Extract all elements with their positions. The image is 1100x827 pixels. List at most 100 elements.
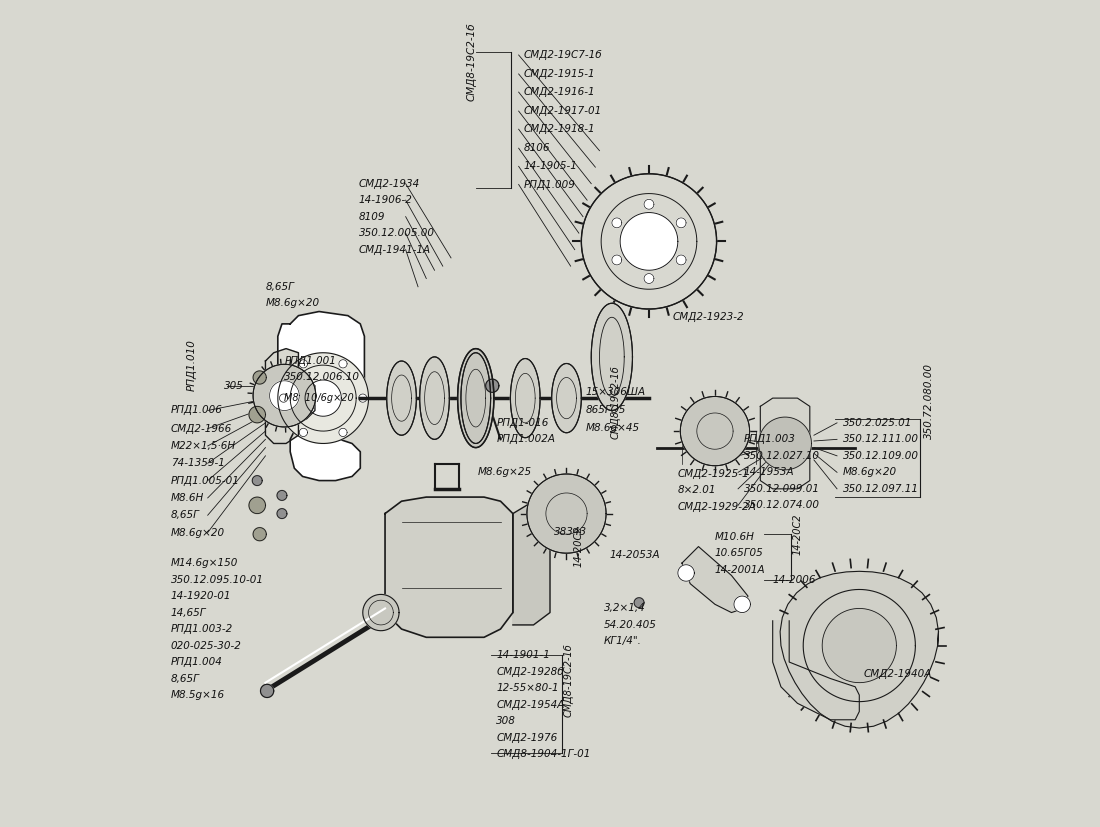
Text: РПД1.010: РПД1.010 <box>186 339 196 391</box>
Text: 020-025-30-2: 020-025-30-2 <box>170 641 242 651</box>
Polygon shape <box>510 359 540 437</box>
Polygon shape <box>458 349 494 447</box>
Text: 14-2001А: 14-2001А <box>715 565 766 575</box>
Text: 8106: 8106 <box>524 143 550 153</box>
Text: 14-1905-1: 14-1905-1 <box>524 161 578 171</box>
Text: РПД1-016: РПД1-016 <box>496 418 549 428</box>
Polygon shape <box>591 304 632 410</box>
Text: 350.72.080.00: 350.72.080.00 <box>924 363 934 439</box>
Text: РПД1.002А: РПД1.002А <box>496 434 556 444</box>
Polygon shape <box>644 274 653 284</box>
Polygon shape <box>678 565 694 581</box>
Text: 14-1920-01: 14-1920-01 <box>170 591 231 601</box>
Polygon shape <box>339 360 348 368</box>
Polygon shape <box>261 684 274 697</box>
Polygon shape <box>461 353 491 443</box>
Polygon shape <box>252 476 262 485</box>
Polygon shape <box>676 255 686 265</box>
Text: М8  10/6g×20: М8 10/6g×20 <box>285 393 354 403</box>
Text: СМД-1941-1А: СМД-1941-1А <box>359 245 431 255</box>
Text: СМД2-1918-1: СМД2-1918-1 <box>524 124 595 134</box>
Text: СМД2-1966: СМД2-1966 <box>170 423 232 433</box>
Text: М8.6g×20: М8.6g×20 <box>265 299 320 308</box>
Polygon shape <box>527 474 606 553</box>
Text: 305: 305 <box>224 380 244 390</box>
Text: 350.12.109.00: 350.12.109.00 <box>843 451 918 461</box>
Polygon shape <box>552 364 581 433</box>
Polygon shape <box>249 406 265 423</box>
Polygon shape <box>265 349 315 443</box>
Text: 308: 308 <box>496 716 516 726</box>
Text: РПД1.005-01: РПД1.005-01 <box>170 476 240 485</box>
Text: 350.12.095.10-01: 350.12.095.10-01 <box>170 575 264 585</box>
Text: 8109: 8109 <box>359 212 385 222</box>
Text: СМД2-1925-1: СМД2-1925-1 <box>678 469 749 479</box>
Text: 54.20.405: 54.20.405 <box>604 620 657 630</box>
Text: СМД2-1917-01: СМД2-1917-01 <box>524 106 602 116</box>
Polygon shape <box>359 394 367 402</box>
Polygon shape <box>634 598 643 608</box>
Text: 8,65Г: 8,65Г <box>170 510 199 520</box>
Text: СМД2-1916-1: СМД2-1916-1 <box>524 87 595 97</box>
Text: 350.12.006.10: 350.12.006.10 <box>285 372 361 383</box>
Polygon shape <box>822 609 896 682</box>
Text: 14-1906-2: 14-1906-2 <box>359 195 412 205</box>
Polygon shape <box>420 357 450 439</box>
Text: 350.2.025.01: 350.2.025.01 <box>843 418 912 428</box>
Text: РПД1.003-2: РПД1.003-2 <box>170 624 233 634</box>
Text: М14.6g×150: М14.6g×150 <box>170 558 238 568</box>
Text: 3,2×1,4: 3,2×1,4 <box>604 604 646 614</box>
Polygon shape <box>249 497 265 514</box>
Polygon shape <box>760 398 810 489</box>
Polygon shape <box>253 528 266 541</box>
Text: 350.12.097.11: 350.12.097.11 <box>843 484 918 494</box>
Text: 350.12.027.10: 350.12.027.10 <box>744 451 820 461</box>
Polygon shape <box>682 547 748 613</box>
Text: 8,65Г: 8,65Г <box>265 282 295 292</box>
Text: СМД2-1940А: СМД2-1940А <box>864 669 932 680</box>
Text: КГ1/4".: КГ1/4". <box>604 637 641 647</box>
Polygon shape <box>644 199 653 209</box>
Text: СМД2-1928б: СМД2-1928б <box>496 667 564 677</box>
Polygon shape <box>253 365 316 427</box>
Polygon shape <box>680 396 749 466</box>
Text: СМД8-1904-1Г-01: СМД8-1904-1Г-01 <box>496 749 591 759</box>
Text: 865ГО5: 865ГО5 <box>585 404 626 414</box>
Polygon shape <box>759 417 812 470</box>
Text: 38343: 38343 <box>554 527 587 537</box>
Text: 74-1359-1: 74-1359-1 <box>170 458 224 468</box>
Text: 8,65Г: 8,65Г <box>170 673 199 684</box>
Text: 350.12.111.00: 350.12.111.00 <box>843 434 918 444</box>
Polygon shape <box>305 380 341 416</box>
Text: 12-55×80-1: 12-55×80-1 <box>496 683 559 693</box>
Text: 14-20С2: 14-20С2 <box>792 514 802 555</box>
Text: СМД2-19С7-1б: СМД2-19С7-1б <box>524 50 602 60</box>
Polygon shape <box>277 490 287 500</box>
Polygon shape <box>780 571 938 728</box>
Polygon shape <box>278 353 368 443</box>
Text: М10.6Н: М10.6Н <box>715 532 755 542</box>
Text: РПД1.001: РПД1.001 <box>285 356 337 366</box>
Text: РПД1.006: РПД1.006 <box>170 405 222 415</box>
Text: М8.6g×45: М8.6g×45 <box>585 423 639 433</box>
Polygon shape <box>299 428 308 437</box>
Polygon shape <box>486 379 499 392</box>
Polygon shape <box>387 361 417 435</box>
Polygon shape <box>734 596 750 613</box>
Text: 350.12.099.01: 350.12.099.01 <box>744 484 820 494</box>
Text: М8.6Н: М8.6Н <box>170 493 204 503</box>
Text: СМД2-1923-2: СМД2-1923-2 <box>672 313 744 323</box>
Polygon shape <box>277 509 287 519</box>
Polygon shape <box>270 380 299 410</box>
Polygon shape <box>582 174 716 309</box>
Polygon shape <box>339 428 348 437</box>
Text: РПД1.004: РПД1.004 <box>170 657 222 667</box>
Polygon shape <box>612 255 621 265</box>
Text: СМД2-1976: СМД2-1976 <box>496 733 558 743</box>
Text: 14-2053А: 14-2053А <box>609 550 660 560</box>
Text: 14,65Г: 14,65Г <box>170 608 206 618</box>
Polygon shape <box>513 497 550 625</box>
Polygon shape <box>676 218 686 227</box>
Text: М8.6g×20: М8.6g×20 <box>843 467 896 477</box>
Text: 350.12.074.00: 350.12.074.00 <box>744 500 820 510</box>
